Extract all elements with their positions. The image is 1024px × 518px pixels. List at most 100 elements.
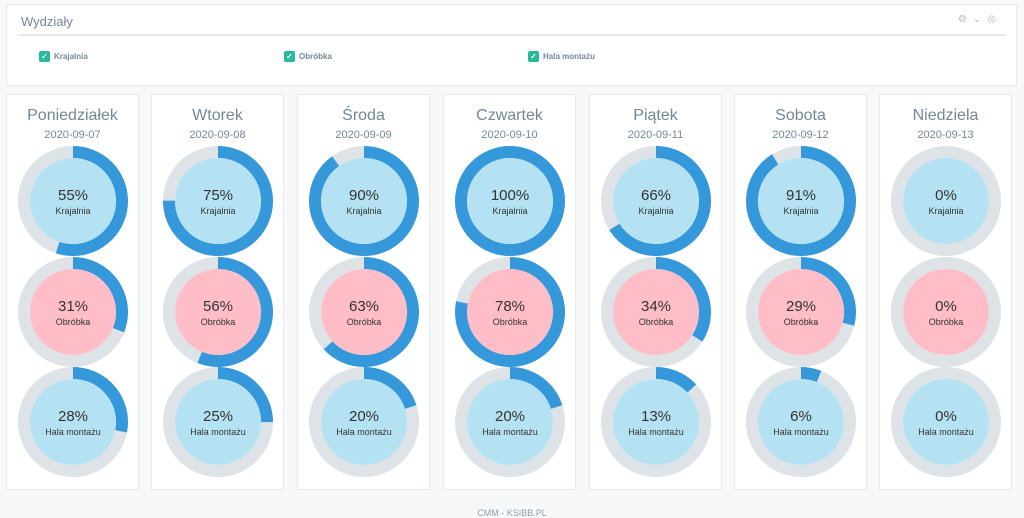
gauge-obrobka: 29% Obróbka (746, 257, 856, 367)
gauge-department: Krajalnia (783, 205, 819, 216)
gauge-percent: 90% (348, 186, 380, 204)
checkbox-checked-icon[interactable]: ✓ (528, 51, 539, 62)
gauge-fill (613, 379, 699, 465)
gauge-percent: 20% (348, 407, 380, 425)
footer: CMM - KSIBB.PL (477, 508, 547, 518)
gauge-fill (321, 269, 407, 355)
eye-slash-icon[interactable]: ◎ (987, 14, 996, 25)
gauge-percent: 78% (494, 297, 526, 315)
chevron-down-icon[interactable]: ⌄ (972, 14, 982, 25)
checkbox-checked-icon[interactable]: ✓ (39, 51, 50, 62)
gauge-hala-montazu: 28% Hala montażu (18, 367, 128, 477)
gauge-department: Obróbka (55, 316, 91, 327)
gauge-krajalnia: 55% Krajalnia (18, 146, 128, 256)
gauge-krajalnia: 75% Krajalnia (163, 146, 273, 256)
donut-chart (309, 257, 419, 367)
gauge-department: Hala montażu (190, 426, 246, 437)
gauge-department: Obróbka (928, 316, 964, 327)
gauge-progress (601, 146, 711, 256)
gear-icon[interactable]: ⚙ (957, 14, 967, 25)
donut-chart (18, 257, 128, 367)
filter-label: Obróbka (299, 52, 332, 61)
gauge-krajalnia: 91% Krajalnia (746, 146, 856, 256)
gauge-krajalnia: 0% Krajalnia (891, 146, 1001, 256)
filter-krajalnia[interactable]: ✓ Krajalnia (39, 51, 88, 62)
donut-chart (163, 257, 273, 367)
gauge-department: Hala montażu (628, 426, 684, 437)
filter-hala-montazu[interactable]: ✓ Hala montażu (528, 51, 595, 62)
gauge-department: Krajalnia (200, 205, 236, 216)
gauge-krajalnia: 90% Krajalnia (309, 146, 419, 256)
gauge-fill (321, 158, 407, 244)
gauge-obrobka: 78% Obróbka (455, 257, 565, 367)
gauge-hala-montazu: 20% Hala montażu (455, 367, 565, 477)
gauge-percent: 25% (202, 407, 234, 425)
panel-title: Wydziały (21, 14, 73, 29)
gauge-progress (455, 146, 565, 256)
gauge-department: Obróbka (200, 316, 236, 327)
donut-chart (163, 367, 273, 477)
donut-chart (18, 367, 128, 477)
gauge-percent: 91% (785, 186, 817, 204)
filter-label: Hala montażu (543, 52, 596, 61)
day-card: Poniedziałek 2020-09-07 55% Krajalnia 31… (6, 94, 139, 490)
gauge-percent: 55% (57, 186, 89, 204)
gauge-department: Hala montażu (336, 426, 392, 437)
gauge-fill (175, 269, 261, 355)
day-date: 2020-09-09 (335, 129, 392, 141)
day-card: Niedziela 2020-09-13 0% Krajalnia 0% Obr… (879, 94, 1012, 490)
gauge-fill (758, 158, 844, 244)
filter-obrobka[interactable]: ✓ Obróbka (284, 51, 332, 62)
donut-chart (455, 146, 565, 256)
gauge-department: Hala montażu (45, 426, 101, 437)
donut-chart (746, 146, 856, 256)
gauge-percent: 56% (202, 297, 234, 315)
gauge-department: Obróbka (346, 316, 382, 327)
gauge-department: Krajalnia (346, 205, 382, 216)
gauge-percent: 66% (640, 186, 672, 204)
filter-label: Krajalnia (54, 52, 88, 61)
gauge-department: Hala montażu (482, 426, 538, 437)
gauge-fill (321, 379, 407, 465)
donut-chart (309, 367, 419, 477)
gauge-krajalnia: 100% Krajalnia (455, 146, 565, 256)
day-date: 2020-09-07 (44, 129, 101, 141)
gauge-fill (175, 158, 261, 244)
gauge-percent: 34% (640, 297, 672, 315)
gauge-department: Hala montażu (918, 426, 974, 437)
donut-chart (601, 146, 711, 256)
gauge-track (891, 257, 1001, 367)
gauge-progress (18, 257, 128, 367)
gauge-progress (309, 367, 419, 477)
gauge-percent: 63% (348, 297, 380, 315)
day-card: Środa 2020-09-09 90% Krajalnia 63% Obrób… (297, 94, 430, 490)
gauge-hala-montazu: 25% Hala montażu (163, 367, 273, 477)
gauge-obrobka: 0% Obróbka (891, 257, 1001, 367)
gauge-percent: 0% (935, 407, 957, 425)
gauge-fill (30, 269, 116, 355)
gauge-fill (903, 379, 989, 465)
gauge-progress (309, 257, 419, 367)
gauge-progress (746, 367, 856, 477)
gauge-department: Obróbka (492, 316, 528, 327)
gauge-percent: 13% (640, 407, 672, 425)
gauge-progress (18, 146, 128, 256)
gauge-progress (455, 367, 565, 477)
day-date: 2020-09-08 (189, 129, 246, 141)
gauge-department: Obróbka (638, 316, 674, 327)
donut-chart (746, 257, 856, 367)
gauge-fill (467, 269, 553, 355)
panel-tools: ⚙ ⌄ ◎ (958, 14, 996, 25)
gauge-track (891, 367, 1001, 477)
gauge-hala-montazu: 20% Hala montażu (309, 367, 419, 477)
gauge-progress (163, 146, 273, 256)
checkbox-checked-icon[interactable]: ✓ (284, 51, 295, 62)
donut-chart (746, 367, 856, 477)
gauge-department: Krajalnia (928, 205, 964, 216)
gauge-percent: 6% (790, 407, 812, 425)
day-card: Wtorek 2020-09-08 75% Krajalnia 56% Obró… (151, 94, 284, 490)
donut-chart (891, 146, 1001, 256)
gauge-percent: 75% (202, 186, 234, 204)
gauge-progress (746, 146, 856, 256)
day-card: Sobota 2020-09-12 91% Krajalnia 29% Obró… (734, 94, 867, 490)
